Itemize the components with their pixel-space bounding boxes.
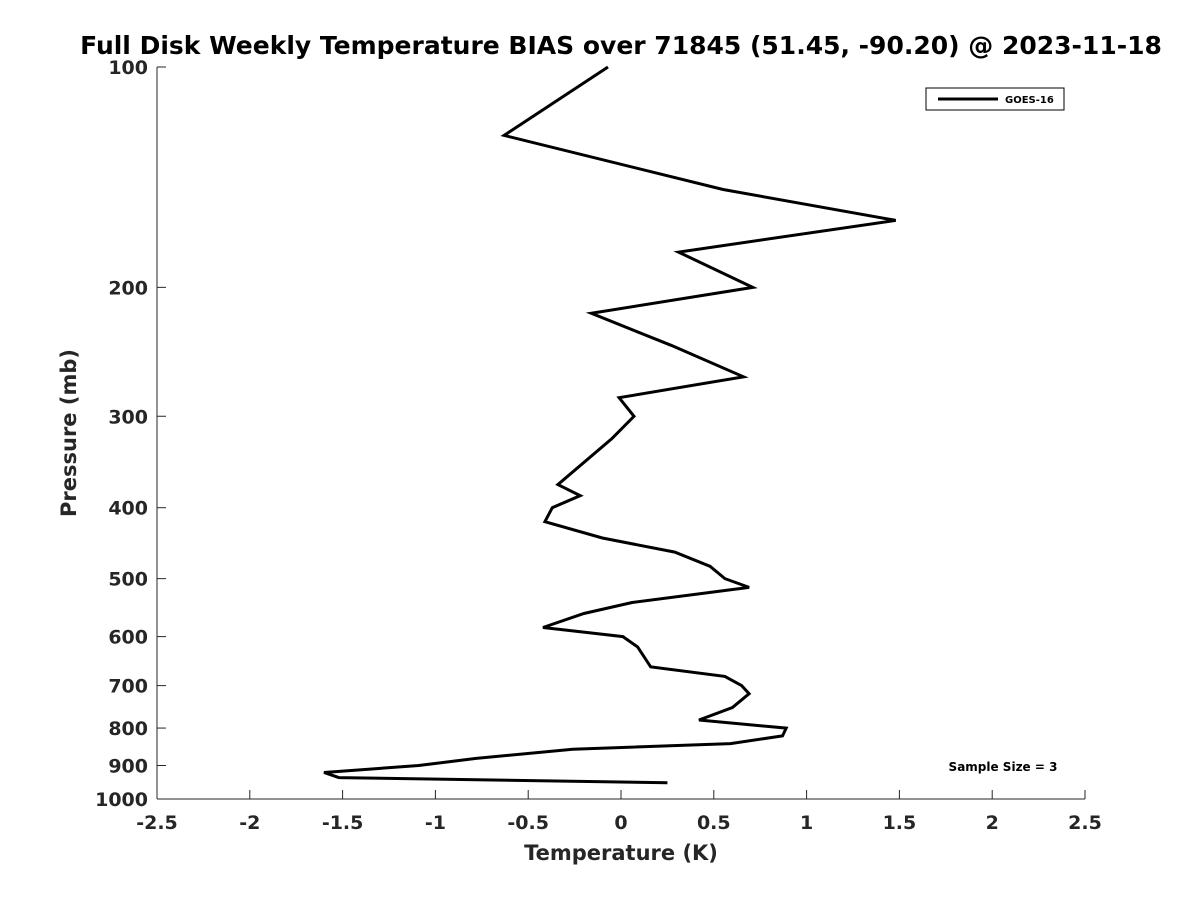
y-tick-label: 800 (108, 718, 148, 740)
x-tick-label: -2.5 (136, 812, 178, 834)
series-line-goes-16 (323, 65, 896, 785)
x-tick-label: 2.5 (1068, 812, 1102, 834)
x-tick-label: 1.5 (883, 812, 917, 834)
x-tick-label: 1 (800, 812, 813, 834)
x-tick-label: 2 (986, 812, 999, 834)
x-tick-label: 0.5 (697, 812, 731, 834)
y-axis-label: Pressure (mb) (57, 349, 81, 517)
y-tick-label: 300 (108, 406, 148, 428)
axes: -2.5 -2 -1.5 -1 -0.5 0 0.5 1 1.5 2 2.5 100 200 300 400… (95, 57, 1102, 834)
y-tick-label: 200 (108, 277, 148, 299)
y-tick-label: 900 (108, 756, 148, 778)
series-layer (323, 65, 896, 785)
x-tick-label: -1.5 (322, 812, 364, 834)
sample-size-annotation: Sample Size = 3 (949, 760, 1058, 774)
chart-title: Full Disk Weekly Temperature BIAS over 7… (80, 31, 1162, 60)
y-tick-label: 100 (108, 57, 148, 79)
y-tick-label: 500 (108, 569, 148, 591)
x-tick-label: -2 (239, 812, 260, 834)
x-axis-label: Temperature (K) (524, 841, 718, 865)
y-tick-label: 1000 (95, 789, 148, 811)
y-tick-label: 700 (108, 676, 148, 698)
x-tick-label: 0 (614, 812, 627, 834)
legend-label-goes-16: GOES-16 (1005, 95, 1054, 106)
legend: GOES-16 (925, 87, 1065, 111)
y-tick-label: 400 (108, 498, 148, 520)
x-tick-label: -1 (425, 812, 446, 834)
x-tick-label: -0.5 (507, 812, 549, 834)
y-tick-label: 600 (108, 627, 148, 649)
